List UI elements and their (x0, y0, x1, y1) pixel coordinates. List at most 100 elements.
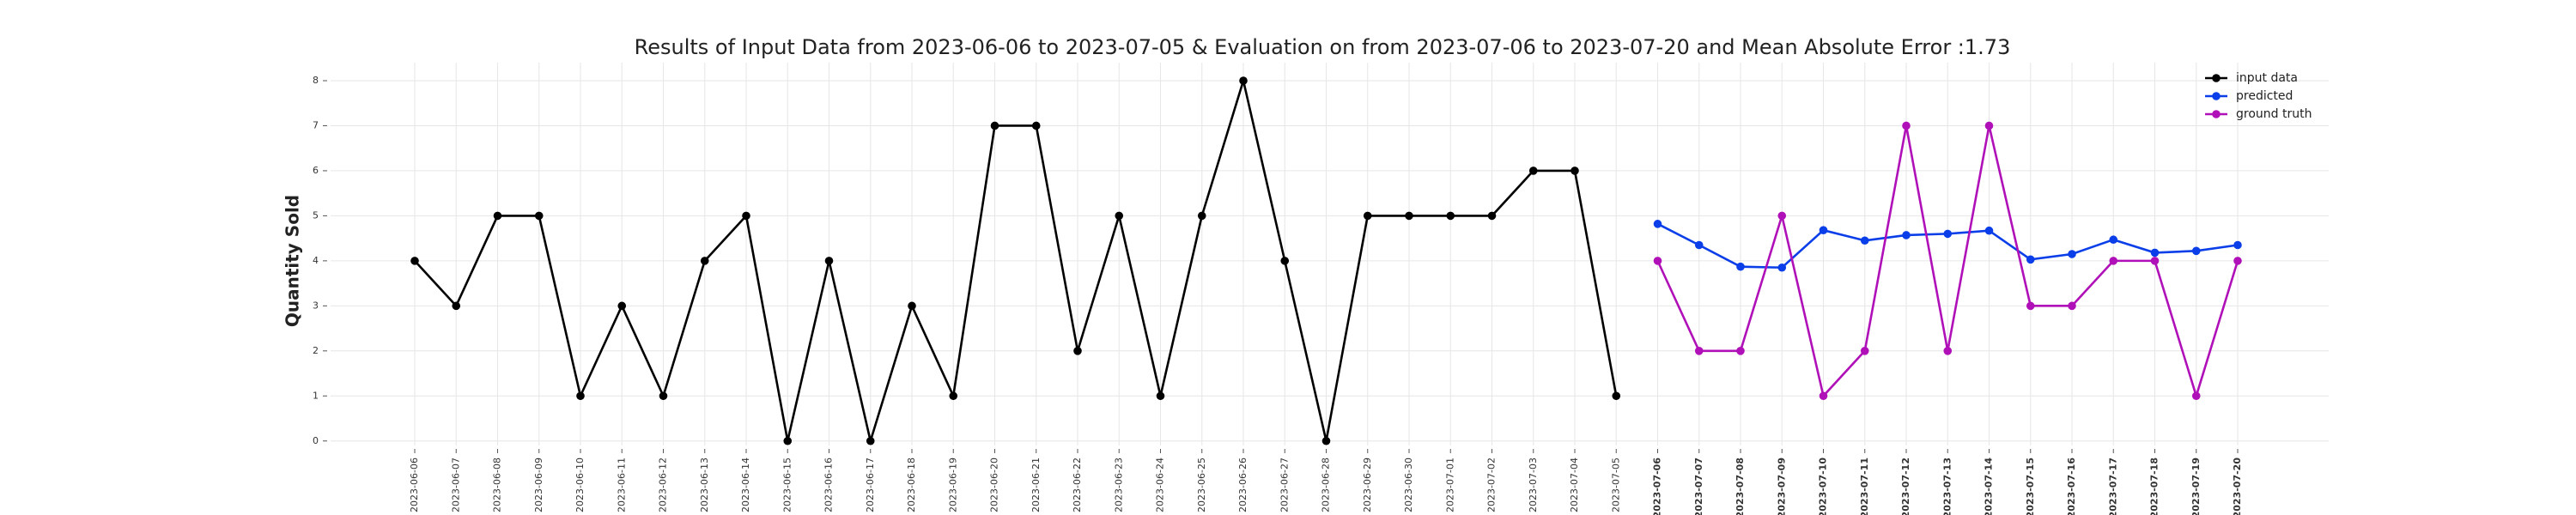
x-tick-label: 2023-06-06 (409, 457, 420, 512)
data-point (1984, 121, 1994, 130)
x-tick-label: 2023-07-03 (1528, 457, 1539, 512)
data-point (1819, 226, 1828, 234)
x-tick-label: 2023-06-14 (740, 457, 751, 512)
x-tick-label: 2023-06-13 (699, 457, 710, 512)
x-tick-label: 2023-07-15 (2025, 457, 2036, 515)
data-point (742, 211, 750, 221)
data-point (1943, 347, 1953, 355)
y-axis-label: Quantity Sold (283, 195, 303, 327)
y-tick-label: 7 (313, 119, 319, 130)
data-point (2026, 255, 2035, 264)
data-point (1902, 231, 1911, 239)
x-tick-label: 2023-07-18 (2149, 457, 2160, 515)
x-tick-label: 2023-07-04 (1569, 457, 1580, 512)
x-tick-label: 2023-07-09 (1776, 457, 1787, 515)
data-point (1943, 229, 1953, 239)
data-point (1571, 167, 1579, 175)
data-point (1860, 236, 1869, 245)
x-tick-label: 2023-07-08 (1735, 457, 1746, 515)
x-tick-label: 2023-07-07 (1693, 457, 1704, 515)
x-tick-label: 2023-07-16 (2066, 457, 2077, 515)
data-point (1197, 211, 1206, 221)
data-point (700, 257, 709, 265)
data-point (1073, 347, 1082, 355)
data-point (1487, 211, 1497, 221)
data-point (410, 257, 419, 265)
data-point (2068, 301, 2076, 311)
data-point (1694, 240, 1704, 250)
data-point (1156, 391, 1165, 401)
x-tick-label: 2023-07-13 (1941, 457, 1953, 515)
x-tick-label: 2023-06-15 (781, 457, 793, 512)
data-point (1653, 257, 1662, 265)
y-tick-label: 6 (313, 165, 319, 176)
legend-marker (2212, 92, 2221, 100)
data-point (2109, 235, 2118, 245)
data-point (2191, 391, 2201, 401)
y-tick-label: 3 (313, 300, 319, 311)
data-point (1902, 121, 1911, 130)
x-tick-label: 2023-06-11 (616, 457, 627, 512)
data-point (452, 301, 461, 311)
data-point (1653, 220, 1662, 228)
data-point (2150, 248, 2160, 258)
legend-marker (2212, 74, 2221, 82)
data-point (908, 301, 916, 311)
data-point (1321, 436, 1331, 445)
x-tick-label: 2023-06-10 (574, 457, 586, 512)
x-tick-label: 2023-06-09 (533, 457, 544, 512)
data-point (2068, 250, 2076, 258)
x-tick-label: 2023-06-12 (658, 457, 669, 512)
x-tick-label: 2023-07-12 (1900, 457, 1911, 515)
x-tick-label: 2023-07-17 (2107, 457, 2118, 515)
legend-label: ground truth (2236, 107, 2312, 121)
data-point (2109, 257, 2118, 265)
data-point (1031, 121, 1041, 130)
y-tick-label: 2 (313, 345, 319, 356)
data-point (949, 391, 958, 401)
data-point (534, 211, 544, 221)
data-point (617, 301, 627, 311)
x-tick-label: 2023-07-06 (1652, 457, 1663, 515)
x-tick-label: 2023-07-19 (2190, 457, 2202, 515)
x-tick-label: 2023-07-10 (1818, 457, 1829, 515)
x-tick-label: 2023-06-16 (823, 457, 835, 512)
data-point (866, 436, 875, 445)
data-point (2191, 246, 2201, 256)
data-point (1280, 257, 1290, 265)
data-point (2233, 240, 2242, 250)
data-point (659, 391, 668, 401)
data-point (783, 436, 793, 445)
x-tick-label: 2023-07-05 (1610, 457, 1621, 512)
series-line (414, 76, 1618, 445)
data-point (1612, 391, 1621, 401)
chart-title: Results of Input Data from 2023-06-06 to… (635, 35, 2011, 59)
x-tick-label: 2023-06-07 (450, 457, 461, 512)
data-point (1694, 347, 1704, 355)
data-point (576, 391, 585, 401)
data-point (1777, 211, 1787, 221)
x-tick-label: 2023-07-11 (1859, 457, 1870, 515)
x-tick-label: 2023-06-20 (989, 457, 1000, 512)
x-tick-label: 2023-06-19 (947, 457, 958, 512)
data-point (1736, 347, 1745, 355)
x-tick-label: 2023-06-30 (1403, 457, 1414, 512)
data-point (493, 211, 502, 221)
x-tick-label: 2023-06-28 (1321, 457, 1332, 512)
data-point (2026, 301, 2035, 311)
data-point (1984, 226, 1994, 235)
data-point (824, 257, 834, 265)
x-tick-label: 2023-07-14 (1984, 457, 1995, 515)
legend-marker (2212, 110, 2221, 118)
x-tick-label: 2023-07-02 (1486, 457, 1498, 512)
data-point (1819, 391, 1828, 401)
x-tick-label: 2023-06-26 (1237, 457, 1249, 512)
data-point (2150, 257, 2160, 265)
legend-label: predicted (2236, 89, 2293, 103)
y-tick-label: 4 (313, 255, 319, 266)
x-tick-label: 2023-06-25 (1196, 457, 1207, 512)
x-tick-label: 2023-06-24 (1155, 457, 1166, 512)
x-tick-label: 2023-06-08 (492, 457, 503, 512)
x-tick-label: 2023-06-29 (1362, 457, 1373, 512)
